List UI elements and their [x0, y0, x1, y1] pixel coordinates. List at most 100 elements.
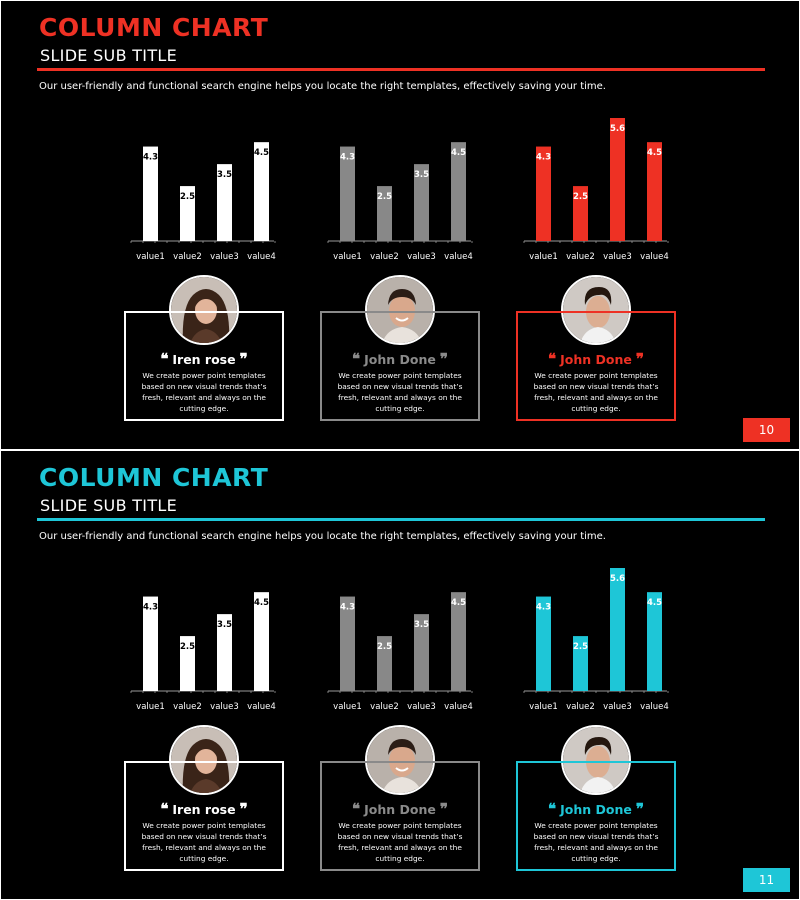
category-label: value3: [210, 702, 239, 712]
young-man-portrait-icon: [561, 725, 631, 795]
close-quote-icon: ❞: [239, 800, 248, 818]
category-label: value3: [407, 702, 436, 712]
testimonial-card: ❝ Iren rose ❞ We create power point templa…: [124, 761, 284, 871]
slide: COLUMN CHART SLIDE SUB TITLE Our user-fr…: [1, 1, 799, 449]
testimonial-card: ❝ Iren rose ❞ We create power point templa…: [124, 311, 284, 421]
testimonial-name: John Done: [364, 352, 436, 367]
bar-value-label: 4.5: [647, 148, 662, 158]
bar-value-label: 4.3: [340, 603, 355, 613]
chart-bar: [340, 596, 355, 691]
category-label: value4: [444, 252, 473, 262]
bar-value-label: 4.5: [254, 598, 269, 608]
bar-value-label: 4.3: [536, 603, 551, 613]
category-label: value1: [529, 702, 558, 712]
category-label: value2: [173, 252, 202, 262]
bar-value-label: 4.5: [451, 148, 466, 158]
category-label: value4: [247, 702, 276, 712]
category-label: value1: [136, 252, 165, 262]
page-number: 10: [743, 418, 790, 442]
category-label: value1: [333, 252, 362, 262]
chart-bar: [377, 636, 392, 691]
chart-bar: [610, 118, 625, 241]
category-label: value1: [136, 702, 165, 712]
bar-value-label: 3.5: [414, 620, 429, 630]
bar-value-label: 4.3: [143, 603, 158, 613]
testimonial-name: John Done: [560, 802, 632, 817]
bar-value-label: 3.5: [217, 620, 232, 630]
category-label: value2: [370, 252, 399, 262]
testimonial-name: John Done: [560, 352, 632, 367]
bar-value-label: 2.5: [573, 192, 588, 202]
testimonial-text: We create power point templates based on…: [337, 821, 463, 863]
slide-subtitle: SLIDE SUB TITLE: [40, 496, 178, 515]
column-charts: 4.3 value1 2.5 value2 3.5 value3 4.5 value4 4.3 v…: [130, 118, 669, 262]
chart-bar: [451, 592, 466, 691]
slide: COLUMN CHART SLIDE SUB TITLE Our user-fr…: [1, 451, 799, 899]
chart-bar: [254, 142, 269, 241]
category-label: value1: [333, 702, 362, 712]
category-label: value1: [529, 252, 558, 262]
testimonial-card: ❝ John Done ❞ We create power point templa…: [320, 311, 480, 421]
close-quote-icon: ❞: [635, 350, 644, 368]
testimonial-name: Iren rose: [172, 352, 236, 367]
category-label: value3: [407, 252, 436, 262]
close-quote-icon: ❞: [439, 350, 448, 368]
man-portrait-icon: [365, 725, 435, 795]
testimonial-card: ❝ John Done ❞ We create power point templa…: [516, 311, 676, 421]
chart-bar: [377, 186, 392, 241]
bar-value-label: 4.3: [143, 153, 158, 163]
woman-portrait-icon: [169, 275, 239, 345]
category-label: value4: [640, 702, 669, 712]
testimonial-name: Iren rose: [172, 802, 236, 817]
chart-bar: [217, 614, 232, 691]
slide-title: COLUMN CHART: [39, 13, 269, 42]
bar-value-label: 5.6: [610, 574, 625, 584]
chart-bar: [180, 636, 195, 691]
column-charts: 4.3 value1 2.5 value2 3.5 value3 4.5 value4 4.3 v…: [130, 568, 669, 712]
slide-description: Our user-friendly and functional search …: [39, 531, 606, 542]
category-label: value3: [603, 252, 632, 262]
bar-value-label: 2.5: [573, 642, 588, 652]
category-label: value4: [640, 252, 669, 262]
open-quote-icon: ❝: [352, 350, 361, 368]
bar-value-label: 4.5: [254, 148, 269, 158]
category-label: value4: [444, 702, 473, 712]
open-quote-icon: ❝: [352, 800, 361, 818]
open-quote-icon: ❝: [548, 800, 557, 818]
chart-bar: [536, 596, 551, 691]
slide-description: Our user-friendly and functional search …: [39, 81, 606, 92]
category-label: value2: [370, 702, 399, 712]
chart-bar: [414, 614, 429, 691]
bar-value-label: 2.5: [377, 642, 392, 652]
category-label: value2: [173, 702, 202, 712]
chart-bar: [340, 146, 355, 241]
bar-value-label: 4.5: [451, 598, 466, 608]
chart-bar: [536, 146, 551, 241]
chart-bar: [414, 164, 429, 241]
category-label: value4: [247, 252, 276, 262]
slide-subtitle: SLIDE SUB TITLE: [40, 46, 178, 65]
title-divider: [37, 518, 765, 521]
title-divider: [37, 68, 765, 71]
chart-bar: [254, 592, 269, 691]
open-quote-icon: ❝: [548, 350, 557, 368]
chart-bar: [143, 596, 158, 691]
testimonial-text: We create power point templates based on…: [533, 371, 659, 413]
chart-bar: [180, 186, 195, 241]
testimonial-name: John Done: [364, 802, 436, 817]
bar-value-label: 2.5: [180, 642, 195, 652]
category-label: value3: [603, 702, 632, 712]
category-label: value3: [210, 252, 239, 262]
close-quote-icon: ❞: [635, 800, 644, 818]
chart-bar: [647, 592, 662, 691]
chart-bar: [573, 186, 588, 241]
testimonial-text: We create power point templates based on…: [141, 371, 267, 413]
chart-bar: [217, 164, 232, 241]
testimonial-card: ❝ John Done ❞ We create power point templa…: [516, 761, 676, 871]
bar-value-label: 4.3: [340, 153, 355, 163]
open-quote-icon: ❝: [160, 800, 169, 818]
chart-bar: [573, 636, 588, 691]
bar-value-label: 5.6: [610, 124, 625, 134]
bar-value-label: 2.5: [377, 192, 392, 202]
testimonial-text: We create power point templates based on…: [141, 821, 267, 863]
